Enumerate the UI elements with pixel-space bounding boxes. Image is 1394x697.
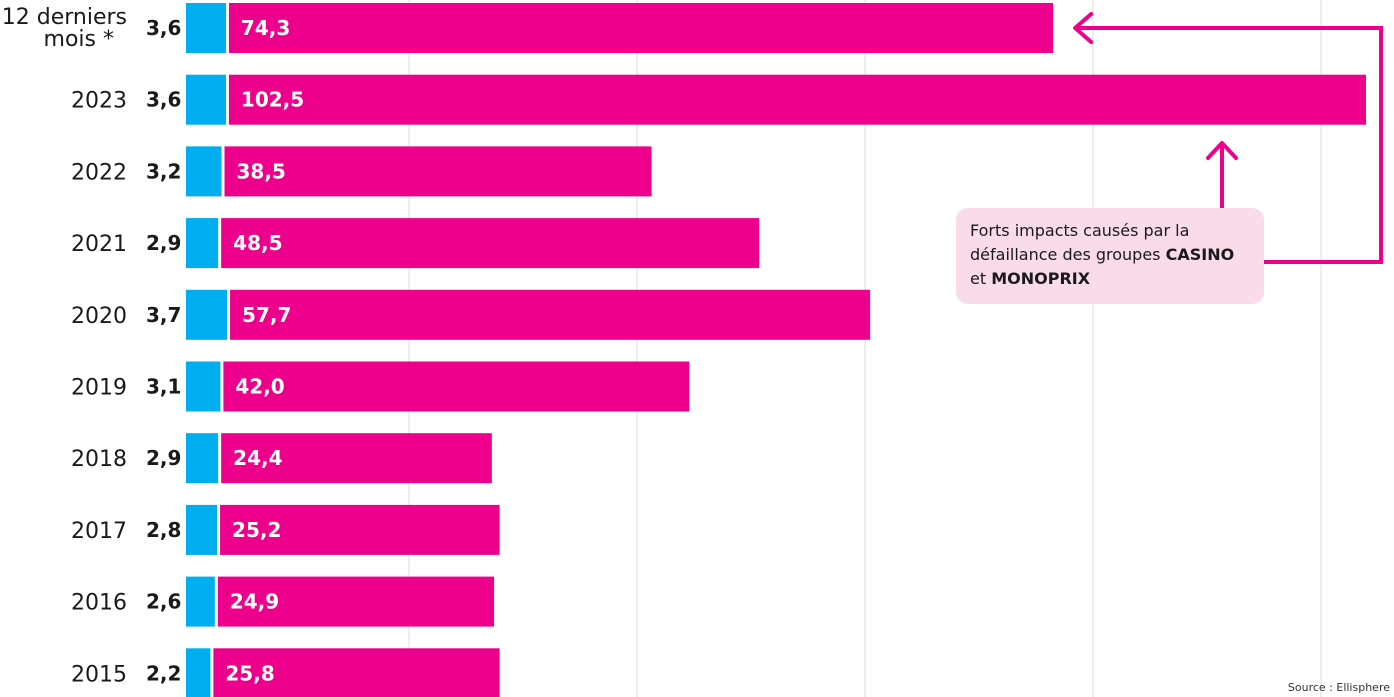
blue-value-label: 3,7 [146, 303, 181, 327]
pink-bar [228, 3, 1054, 53]
pink-value-label: 25,2 [232, 518, 281, 542]
pink-value-label: 102,5 [241, 88, 304, 112]
pink-bar [228, 74, 1366, 125]
annotation-monoprix: MONOPRIX [991, 269, 1091, 288]
category-label: 2021 [71, 232, 127, 257]
blue-value-label: 3,6 [146, 16, 181, 40]
pink-value-label: 42,0 [235, 375, 284, 399]
blue-bar [186, 648, 211, 697]
category-label: 2020 [71, 304, 127, 329]
blue-bar [186, 361, 221, 412]
blue-value-label: 2,6 [146, 590, 181, 614]
pink-value-label: 38,5 [236, 159, 285, 183]
blue-bar [186, 576, 215, 627]
category-label: 2016 [71, 591, 127, 616]
pink-bar [223, 361, 690, 412]
blue-bar [186, 146, 222, 197]
blue-value-label: 2,2 [146, 661, 181, 685]
pink-value-label: 57,7 [242, 303, 291, 327]
pink-bar [221, 433, 492, 484]
blue-value-label: 2,9 [146, 446, 181, 470]
annotation-line1: Forts impacts causés par la [970, 221, 1190, 240]
pink-bar [220, 504, 500, 555]
arrow-head-left [1073, 12, 1094, 44]
blue-bar [186, 504, 218, 555]
blue-value-label: 3,2 [146, 159, 181, 183]
pink-value-label: 25,8 [225, 661, 274, 685]
blue-bar [186, 3, 226, 53]
blue-value-label: 2,8 [146, 518, 181, 542]
pink-bar [217, 576, 495, 627]
category-label: 2017 [71, 519, 127, 544]
annotation-callout: Forts impacts causés par la défaillance … [956, 208, 1264, 304]
category-label: 2022 [71, 160, 127, 185]
annotation-casino: CASINO [1165, 245, 1235, 264]
pink-value-label: 24,9 [230, 590, 279, 614]
pink-value-label: 24,4 [233, 446, 282, 470]
blue-value-label: 3,1 [146, 375, 181, 399]
category-label: 2023 [71, 89, 127, 114]
pink-value-label: 48,5 [233, 231, 282, 255]
category-label: 2018 [71, 447, 127, 472]
blue-bar [186, 218, 219, 269]
source-text: Source : Ellisphere [1288, 681, 1390, 694]
pink-bar [213, 648, 500, 697]
blue-value-label: 3,6 [146, 88, 181, 112]
blue-bar [186, 289, 228, 340]
blue-value-label: 2,9 [146, 231, 181, 255]
blue-bar [186, 433, 219, 484]
category-label: 12 derniers mois * [2, 5, 127, 52]
annotation-line3: et [970, 269, 992, 288]
pink-bar [221, 218, 760, 269]
annotation-line2: défaillance des groupes [970, 245, 1166, 264]
bars: 12 derniers mois * 3,6 74,3 2023 3,6 102,5 2022… [2, 3, 1366, 697]
annotation-arrows [1073, 12, 1383, 264]
category-label: 2019 [71, 376, 127, 401]
arrow-head-up [1206, 141, 1238, 160]
pink-bar [230, 289, 871, 340]
pink-value-label: 74,3 [241, 16, 290, 40]
pink-bar [224, 146, 652, 197]
blue-bar [186, 74, 226, 125]
arrow-to-12-months [1075, 26, 1383, 264]
category-label: 2015 [71, 662, 127, 687]
